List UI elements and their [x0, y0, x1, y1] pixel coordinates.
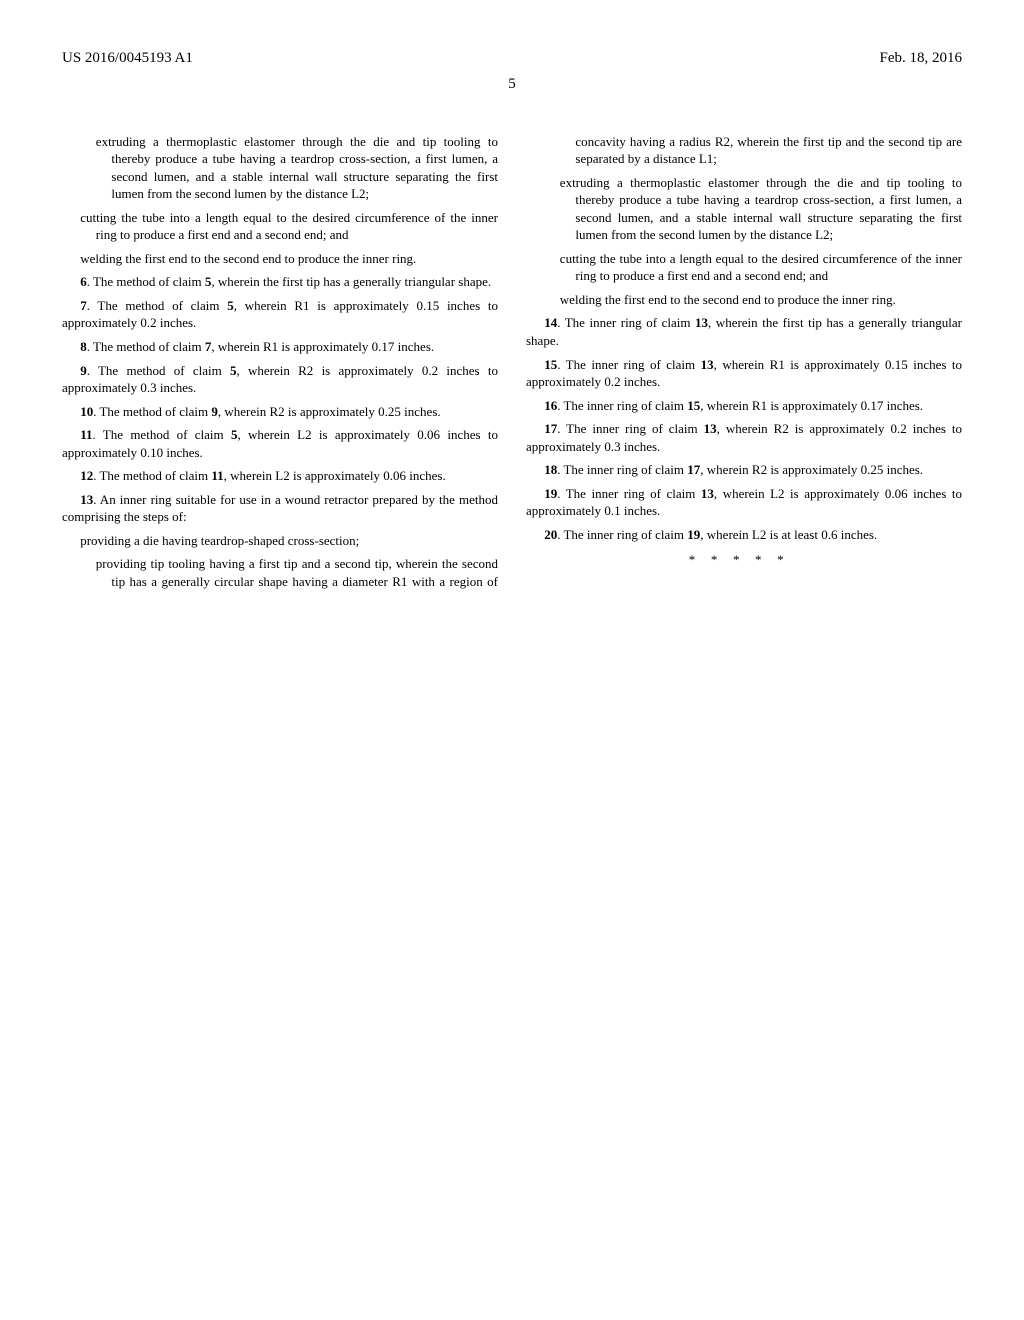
claim-tail: . An inner ring suitable for use in a wo… — [62, 492, 498, 525]
step-welding-2: welding the first end to the second end … — [526, 291, 962, 309]
claim-text: . The inner ring of claim — [557, 421, 703, 436]
claim-ref: 17 — [687, 462, 700, 477]
end-stars: ***** — [526, 551, 962, 569]
publication-number: US 2016/0045193 A1 — [62, 48, 193, 68]
publication-date: Feb. 18, 2016 — [880, 48, 963, 68]
claim-ref: 13 — [695, 315, 708, 330]
claim-num: 17 — [544, 421, 557, 436]
claim-ref: 13 — [701, 357, 714, 372]
claim-17: 17. The inner ring of claim 13, wherein … — [526, 420, 962, 455]
step-welding: welding the first end to the second end … — [62, 250, 498, 268]
claim-tail: , wherein R1 is approximately 0.17 inche… — [211, 339, 434, 354]
claim-20: 20. The inner ring of claim 19, wherein … — [526, 526, 962, 544]
claim-19: 19. The inner ring of claim 13, wherein … — [526, 485, 962, 520]
claim-num: 19 — [544, 486, 557, 501]
step-cutting: cutting the tube into a length equal to … — [62, 209, 498, 244]
claim-9: 9. The method of claim 5, wherein R2 is … — [62, 362, 498, 397]
claim-tail: , wherein R2 is approximately 0.25 inche… — [218, 404, 441, 419]
claim-num: 14 — [544, 315, 557, 330]
claim-ref: 15 — [687, 398, 700, 413]
claim-text: . The method of claim — [93, 404, 211, 419]
claim-num: 18 — [544, 462, 557, 477]
claim-tail: , wherein L2 is approximately 0.06 inche… — [224, 468, 446, 483]
claim-ref: 19 — [687, 527, 700, 542]
claim-num: 12 — [80, 468, 93, 483]
claim-14: 14. The inner ring of claim 13, wherein … — [526, 314, 962, 349]
step-cutting-2: cutting the tube into a length equal to … — [526, 250, 962, 285]
claim-num: 16 — [544, 398, 557, 413]
claim-num: 13 — [80, 492, 93, 507]
page-number: 5 — [62, 74, 962, 94]
claim-text: . The method of claim — [93, 468, 211, 483]
claim-num: 10 — [80, 404, 93, 419]
claim-ref: 13 — [704, 421, 717, 436]
claim-tail: , wherein L2 is at least 0.6 inches. — [700, 527, 877, 542]
claim-11: 11. The method of claim 5, wherein L2 is… — [62, 426, 498, 461]
claim-tail: , wherein the first tip has a generally … — [211, 274, 491, 289]
claim-16: 16. The inner ring of claim 15, wherein … — [526, 397, 962, 415]
claim-13: 13. An inner ring suitable for use in a … — [62, 491, 498, 526]
claim-ref: 11 — [211, 468, 223, 483]
claim-10: 10. The method of claim 9, wherein R2 is… — [62, 403, 498, 421]
claim-text: . The inner ring of claim — [557, 486, 701, 501]
claim-num: 11 — [80, 427, 92, 442]
step-extruding: extruding a thermoplastic elastomer thro… — [62, 133, 498, 203]
claim-text: . The inner ring of claim — [557, 398, 687, 413]
claim-7: 7. The method of claim 5, wherein R1 is … — [62, 297, 498, 332]
claim-text: . The method of claim — [87, 298, 228, 313]
body-columns: extruding a thermoplastic elastomer thro… — [62, 133, 962, 591]
claim-num: 20 — [544, 527, 557, 542]
claim-6: 6. The method of claim 5, wherein the fi… — [62, 273, 498, 291]
claim-text: . The method of claim — [92, 427, 230, 442]
claim-8: 8. The method of claim 7, wherein R1 is … — [62, 338, 498, 356]
claim-text: . The method of claim — [87, 274, 205, 289]
step-extruding-2: extruding a thermoplastic elastomer thro… — [526, 174, 962, 244]
claim-text: . The inner ring of claim — [557, 527, 687, 542]
claim-ref: 13 — [701, 486, 714, 501]
claim-text: . The inner ring of claim — [557, 315, 695, 330]
claim-15: 15. The inner ring of claim 13, wherein … — [526, 356, 962, 391]
claim-text: . The inner ring of claim — [557, 357, 700, 372]
claim-18: 18. The inner ring of claim 17, wherein … — [526, 461, 962, 479]
claim-tail: , wherein R2 is approximately 0.25 inche… — [700, 462, 923, 477]
step-die: providing a die having teardrop-shaped c… — [62, 532, 498, 550]
claim-text: . The method of claim — [87, 339, 205, 354]
claim-12: 12. The method of claim 11, wherein L2 i… — [62, 467, 498, 485]
claim-text: . The method of claim — [87, 363, 230, 378]
claim-tail: , wherein R1 is approximately 0.17 inche… — [700, 398, 923, 413]
claim-num: 15 — [544, 357, 557, 372]
claim-text: . The inner ring of claim — [557, 462, 687, 477]
